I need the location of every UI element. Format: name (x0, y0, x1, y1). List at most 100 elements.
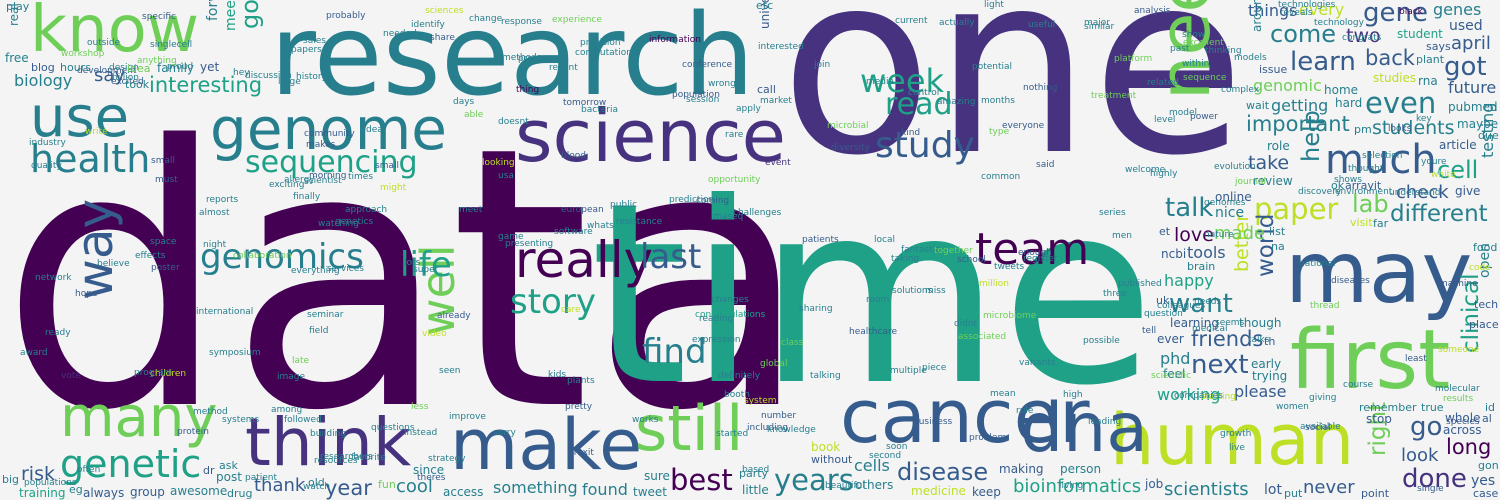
word-forward: forward (205, 0, 221, 21)
word-blog: blog (31, 61, 55, 74)
word-pm: pm (1354, 123, 1372, 136)
word-write: write (85, 127, 108, 137)
word-nature: nature (1204, 230, 1234, 240)
word-whats: whats (587, 221, 614, 231)
word-definitely: definitely (718, 371, 761, 381)
word-published: published (1118, 279, 1162, 289)
word-look: look (1401, 445, 1439, 466)
word-made: made (1214, 223, 1266, 244)
word-process: process (518, 54, 553, 64)
word-apply: apply (736, 104, 761, 114)
word-got: got (1444, 52, 1487, 82)
word-environment: environment (1335, 187, 1393, 197)
word-story: story (510, 282, 596, 322)
word-growth: growth (1220, 429, 1252, 439)
word-molecular: molecular (1435, 384, 1480, 394)
word-microbial: microbial (827, 121, 869, 131)
word-rare: rare (725, 130, 744, 140)
word-code: code (1469, 263, 1491, 273)
word-welcome: welcome (1125, 165, 1166, 175)
word-variants: variants (1019, 358, 1056, 368)
word-cell: cell (1437, 156, 1479, 184)
word-kids: kids (548, 370, 567, 380)
word-white: white (1431, 170, 1456, 180)
word-together: together (934, 246, 973, 256)
word-vote: vote (61, 371, 81, 381)
word-medicine: medicine (911, 484, 966, 498)
word-living: living (1059, 481, 1084, 491)
word-going: going (236, 0, 264, 29)
word-trying: trying (1252, 369, 1288, 383)
word-useful: useful (1028, 20, 1056, 30)
word-pretty: pretty (565, 402, 593, 412)
word-multiple: multiple (890, 366, 927, 376)
word-needs: needs (1194, 297, 1222, 307)
word-symposium: symposium (209, 348, 261, 358)
word-way: way (66, 198, 124, 300)
word-gene: gene (1363, 0, 1428, 28)
word-kind: kind (901, 128, 921, 138)
word-knowledge: knowledge (767, 425, 816, 435)
word-super: super (413, 265, 439, 275)
word-collaboration: collaboration (233, 251, 292, 261)
word-reading: reading (699, 314, 734, 324)
word-tools: tools (1187, 243, 1226, 262)
word-uk: uk (1156, 294, 1170, 307)
word-massive: massive (394, 32, 432, 42)
word-almost: almost (199, 208, 230, 218)
word-old: old (308, 476, 325, 489)
word-plant: plant (1416, 53, 1445, 66)
word-different: different (1390, 201, 1488, 227)
word-use: use (30, 85, 130, 150)
word-thank: thank (254, 475, 306, 496)
word-said: said (1036, 160, 1055, 170)
word-time: time (590, 149, 1155, 440)
word-really: really (515, 231, 654, 289)
word-far: far (1373, 217, 1389, 230)
word-technologies: technologies (1278, 0, 1336, 10)
word-outside: outside (87, 38, 121, 48)
word-learning: learning (1170, 316, 1219, 330)
word-community: community (304, 129, 355, 139)
word-dr: dr (203, 464, 215, 477)
word-deal: deal (366, 125, 386, 135)
word-arrayit: arrayit (1345, 179, 1382, 192)
word-approach: approach (345, 205, 388, 215)
word-journal: journal (1235, 177, 1266, 187)
word-researchers: researchers (320, 452, 373, 462)
word-hours: hours (60, 61, 91, 74)
word-wait: wait (1246, 99, 1270, 112)
word-family: family (157, 61, 195, 75)
word-papers: papers (291, 45, 322, 55)
word-number: number (761, 411, 797, 421)
word-may: may (1285, 223, 1473, 323)
word-talks: talks (1248, 335, 1270, 345)
word-might: might (380, 183, 407, 193)
word-week: week (860, 62, 945, 100)
word-fantastic: fantastic (901, 245, 941, 255)
word-already: already (437, 311, 471, 321)
word-give: give (1455, 184, 1481, 198)
word-ready: ready (45, 328, 71, 338)
word-global: global (760, 359, 788, 369)
word-black: black (1399, 7, 1423, 17)
word-program: program (134, 368, 173, 378)
word-congratulations: congratulations (695, 310, 766, 320)
word-care: care (561, 305, 581, 315)
word-brexit: brexit (568, 448, 594, 458)
word-men: men (1112, 231, 1133, 241)
word-life: life (400, 245, 452, 285)
word-within: within (1182, 59, 1210, 69)
word-specific: specific (142, 12, 177, 22)
word-big: big (2, 473, 20, 486)
word-precision: precision (580, 38, 621, 48)
word-talk: talk (1165, 193, 1214, 223)
word-sales: sales (303, 36, 326, 46)
word-though: though (1239, 316, 1282, 330)
word-go: go (1410, 412, 1443, 442)
word-always: always (83, 486, 125, 500)
word-selection: selection (1362, 151, 1403, 161)
word-learn: learn (1290, 47, 1356, 77)
word-believe: believe (97, 259, 130, 269)
